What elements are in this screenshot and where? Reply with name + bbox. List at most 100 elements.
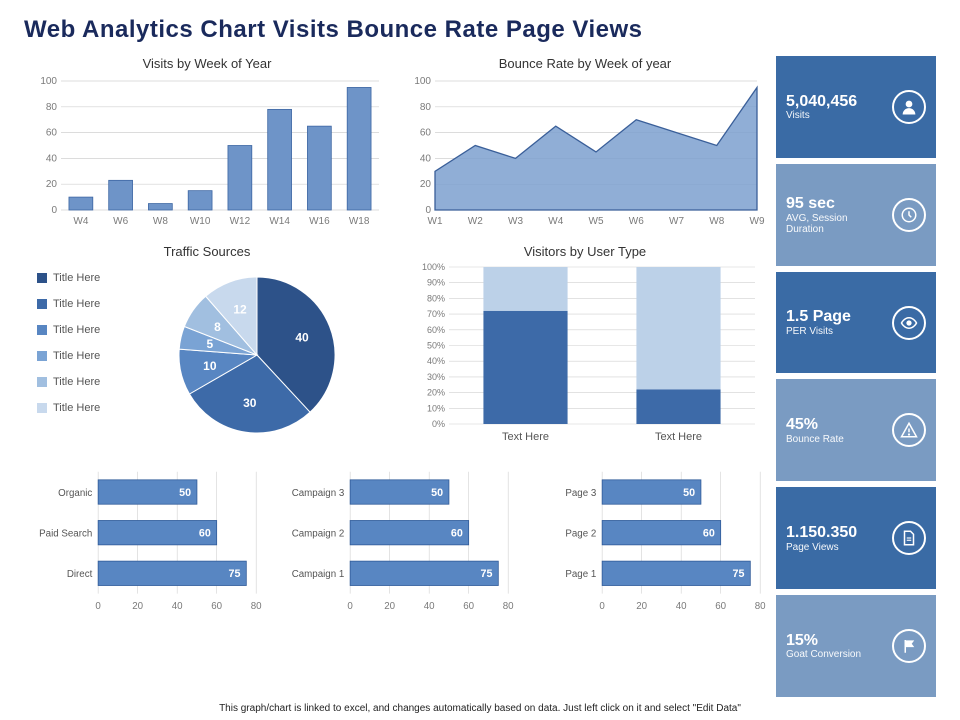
svg-text:60: 60: [211, 601, 222, 612]
svg-text:70%: 70%: [427, 309, 445, 319]
svg-text:90%: 90%: [427, 278, 445, 288]
kpi-bounce-rate: 45%Bounce Rate: [776, 379, 936, 481]
svg-text:Campaign 3: Campaign 3: [292, 488, 345, 499]
svg-text:80: 80: [503, 601, 514, 612]
svg-text:W4: W4: [73, 216, 88, 227]
svg-text:80: 80: [46, 102, 58, 113]
doc-icon: [892, 521, 926, 555]
kpi-label: PER Visits: [786, 326, 886, 337]
clock-icon: [892, 198, 926, 232]
svg-text:W18: W18: [349, 216, 370, 227]
svg-text:40: 40: [676, 601, 687, 612]
svg-text:W16: W16: [309, 216, 330, 227]
svg-text:W3: W3: [508, 216, 523, 227]
svg-text:W9: W9: [750, 216, 765, 227]
svg-text:30: 30: [243, 396, 257, 410]
svg-text:Text Here: Text Here: [502, 431, 549, 443]
svg-text:5: 5: [207, 337, 214, 351]
svg-text:20: 20: [384, 601, 395, 612]
svg-text:40: 40: [420, 153, 432, 164]
svg-text:60: 60: [420, 128, 432, 139]
svg-text:Title Here: Title Here: [53, 324, 100, 336]
traffic-sources-chart: Traffic Sources Title Here Title Here Titl…: [24, 244, 390, 454]
kpi-value: 15%: [786, 632, 886, 650]
svg-text:W4: W4: [548, 216, 563, 227]
visits-by-week-chart: Visits by Week of Year 020406080100W4W6W…: [24, 56, 390, 236]
svg-text:Title Here: Title Here: [53, 350, 100, 362]
svg-text:Title Here: Title Here: [53, 272, 100, 284]
svg-text:75: 75: [733, 568, 745, 580]
svg-text:Page 2: Page 2: [565, 529, 596, 540]
svg-text:75: 75: [481, 568, 493, 580]
kpi-session-duration: 95 secAVG, Session Duration: [776, 164, 936, 266]
svg-text:10%: 10%: [427, 403, 445, 413]
svg-text:W14: W14: [269, 216, 290, 227]
visitors-type-chart: Visitors by User Type 0% 10% 20% 30% 40% 50% 6…: [402, 244, 768, 454]
hbar-chart-3: 020406080Page 350Page 260Page 175: [528, 462, 768, 622]
kpi-visits: 5,040,456Visits: [776, 56, 936, 158]
svg-text:40: 40: [295, 330, 309, 344]
svg-text:60%: 60%: [427, 325, 445, 335]
svg-text:Page 3: Page 3: [565, 488, 596, 499]
visitors-type-title: Visitors by User Type: [402, 244, 768, 259]
svg-text:Title Here: Title Here: [53, 298, 100, 310]
svg-text:100: 100: [40, 76, 57, 87]
bounce-rate-title: Bounce Rate by Week of year: [402, 56, 768, 71]
kpi-value: 45%: [786, 416, 886, 434]
svg-text:0: 0: [347, 601, 353, 612]
kpi-pages-per-visit: 1.5 PagePER Visits: [776, 272, 936, 374]
eye-icon: [892, 306, 926, 340]
kpi-panel: 5,040,456Visits 95 secAVG, Session Durat…: [776, 56, 936, 697]
svg-text:40: 40: [46, 153, 58, 164]
svg-text:40%: 40%: [427, 356, 445, 366]
svg-text:100: 100: [414, 76, 431, 87]
svg-text:0%: 0%: [432, 419, 445, 429]
svg-text:W8: W8: [153, 216, 168, 227]
svg-text:20: 20: [636, 601, 647, 612]
svg-text:80: 80: [755, 601, 766, 612]
svg-text:75: 75: [229, 568, 241, 580]
svg-text:Text Here: Text Here: [655, 431, 702, 443]
svg-text:60: 60: [451, 528, 463, 540]
warn-icon: [892, 413, 926, 447]
svg-text:50%: 50%: [427, 341, 445, 351]
hbar-chart-2: 020406080Campaign 350Campaign 260Campaig…: [276, 462, 516, 622]
svg-text:80: 80: [420, 102, 432, 113]
svg-text:W6: W6: [113, 216, 128, 227]
hbar-chart-1: 020406080Organic50Paid Search60Direct75: [24, 462, 264, 622]
svg-text:60: 60: [199, 528, 211, 540]
flag-icon: [892, 629, 926, 663]
svg-text:12: 12: [233, 303, 247, 317]
svg-text:0: 0: [425, 205, 431, 216]
svg-text:60: 60: [46, 128, 58, 139]
user-icon: [892, 90, 926, 124]
charts-panel: Visits by Week of Year 020406080100W4W6W…: [24, 56, 768, 697]
kpi-value: 5,040,456: [786, 93, 886, 111]
kpi-page-views: 1.150.350Page Views: [776, 487, 936, 589]
svg-text:W5: W5: [589, 216, 604, 227]
svg-text:W7: W7: [669, 216, 684, 227]
svg-text:W2: W2: [468, 216, 483, 227]
svg-text:W1: W1: [428, 216, 443, 227]
svg-text:10: 10: [203, 359, 217, 373]
bounce-rate-chart: Bounce Rate by Week of year 020406080100…: [402, 56, 768, 236]
kpi-label: Goat Conversion: [786, 649, 886, 660]
svg-text:Direct: Direct: [67, 569, 93, 580]
svg-text:W12: W12: [230, 216, 251, 227]
svg-text:Campaign 2: Campaign 2: [292, 529, 345, 540]
svg-text:8: 8: [214, 320, 221, 334]
kpi-value: 1.150.350: [786, 524, 886, 542]
svg-text:Page 1: Page 1: [565, 569, 596, 580]
svg-text:Campaign 1: Campaign 1: [292, 569, 345, 580]
svg-text:30%: 30%: [427, 372, 445, 382]
svg-text:40: 40: [172, 601, 183, 612]
kpi-label: AVG, Session Duration: [786, 213, 886, 235]
svg-text:W8: W8: [709, 216, 724, 227]
svg-text:80: 80: [251, 601, 262, 612]
svg-text:0: 0: [51, 205, 57, 216]
svg-text:40: 40: [424, 601, 435, 612]
svg-text:20%: 20%: [427, 388, 445, 398]
traffic-sources-title: Traffic Sources: [24, 244, 390, 259]
svg-text:0: 0: [599, 601, 605, 612]
svg-text:50: 50: [431, 487, 443, 499]
